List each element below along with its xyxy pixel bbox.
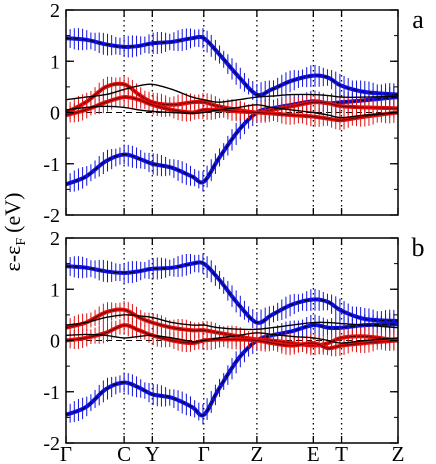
- black-band-line: [65, 332, 399, 344]
- x-kpoint-label: Γ: [198, 442, 210, 464]
- x-kpoint-label: C: [117, 442, 131, 464]
- x-kpoint-label: Y: [145, 442, 160, 464]
- x-kpoint-label: Γ: [60, 442, 72, 464]
- x-kpoint-label: E: [307, 442, 320, 464]
- panel-b: -2 -1 0 1 2 b: [43, 228, 424, 455]
- y-tick-label: -1: [43, 382, 60, 404]
- blue-band-core: [65, 261, 399, 324]
- y-axis-label-unit: (eV): [0, 193, 25, 233]
- black-band-line: [65, 104, 399, 119]
- y-tick-label: 0: [50, 103, 60, 125]
- x-kpoint-label: Z: [392, 442, 405, 464]
- y-tick-label: 0: [50, 331, 60, 353]
- x-kpoint-label: Z: [250, 442, 263, 464]
- red-band-core: [65, 309, 399, 347]
- panel-label: a: [412, 5, 424, 34]
- y-tick-label: -1: [43, 154, 60, 176]
- black-band-line: [65, 314, 399, 331]
- y-axis-label: ε-εF (eV): [0, 193, 29, 272]
- blue-band-core: [65, 323, 399, 416]
- panel-a: -2 -1 0 1 2 a: [43, 0, 424, 227]
- y-tick-label: 1: [50, 279, 60, 301]
- black-band-line: [65, 83, 399, 103]
- red-band-core: [65, 83, 399, 114]
- y-tick-label: -2: [43, 205, 60, 227]
- x-kpoint-label: T: [335, 442, 348, 464]
- y-axis-label-main: ε-ε: [0, 246, 25, 272]
- y-tick-label: -2: [43, 433, 60, 455]
- blue-band-core: [65, 36, 399, 96]
- y-tick-label: 2: [50, 228, 60, 250]
- y-tick-label: 2: [50, 0, 60, 22]
- red-band-core: [65, 324, 399, 349]
- panel-label: b: [412, 233, 425, 262]
- y-tick-label: 1: [50, 51, 60, 73]
- y-axis-label-subscript: F: [14, 238, 29, 246]
